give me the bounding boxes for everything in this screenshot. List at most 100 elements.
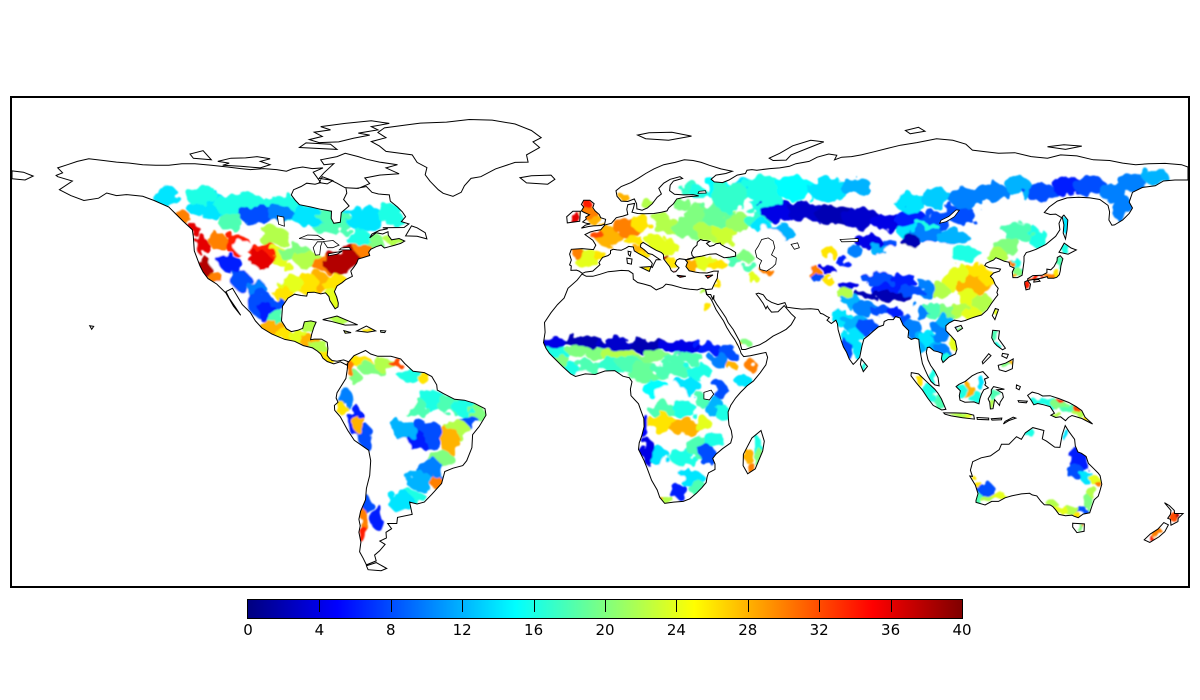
lakes: [276, 190, 961, 401]
data-blob: [1067, 464, 1084, 481]
data-blob: [1142, 168, 1169, 185]
data-blob: [890, 273, 917, 287]
data-blob: [684, 363, 712, 380]
data-blob: [1119, 172, 1146, 193]
data-blob: [649, 402, 676, 419]
data-blob: [619, 193, 630, 201]
data-blob: [655, 496, 676, 507]
data-blob: [854, 233, 882, 250]
data-blob: [877, 293, 911, 301]
data-blob: [835, 255, 849, 266]
data-blob: [877, 247, 911, 268]
data-blob: [754, 447, 763, 468]
colorbar-tick-label: 20: [595, 621, 615, 639]
data-blob: [741, 337, 750, 347]
data-blob: [854, 290, 882, 299]
data-blob: [861, 272, 894, 286]
colorbar-tick: [747, 600, 749, 612]
data-blob: [809, 176, 849, 203]
colorbar-tick-label: 28: [738, 621, 758, 639]
data-blob: [338, 387, 352, 408]
data-blob: [1062, 428, 1069, 442]
heatmap-data-layer: [152, 166, 1179, 544]
data-blob: [567, 346, 607, 359]
data-blob: [711, 351, 728, 368]
data-blob: [353, 413, 364, 434]
data-blob: [724, 211, 751, 232]
data-blob: [289, 205, 323, 225]
data-blob: [1059, 245, 1072, 254]
coastlines: [12, 118, 1188, 572]
data-blob: [407, 472, 434, 492]
data-blob: [743, 359, 757, 370]
data-blob: [1005, 176, 1032, 196]
data-blob: [371, 504, 385, 531]
data-blob: [1027, 228, 1048, 248]
data-blob: [671, 402, 699, 419]
data-blob: [237, 205, 277, 225]
data-blob: [590, 229, 604, 240]
data-blob: [972, 293, 992, 313]
colorbar-tick-label: 0: [243, 621, 253, 639]
data-blob: [356, 524, 367, 544]
data-blob: [936, 229, 970, 246]
data-blob: [596, 339, 636, 352]
data-blob: [990, 389, 1001, 403]
colorbar-tick-label: 24: [666, 621, 686, 639]
data-blob: [596, 358, 623, 372]
data-blob: [387, 491, 414, 512]
data-blob: [663, 255, 671, 263]
data-blob: [1062, 504, 1079, 515]
data-blob: [668, 483, 689, 500]
data-blob: [1050, 176, 1084, 196]
data-blob: [629, 213, 649, 230]
colorbar-tick: [605, 600, 606, 612]
data-blob: [735, 374, 752, 388]
data-blob: [846, 246, 863, 256]
data-blob: [1081, 523, 1085, 527]
data-blob: [1024, 182, 1058, 203]
data-blob: [387, 356, 401, 367]
data-blob: [390, 420, 418, 440]
colorbar-tick: [676, 600, 678, 612]
data-blob: [1073, 176, 1107, 196]
data-blob: [871, 182, 904, 203]
data-blob: [887, 306, 901, 316]
colorbar-tick-labels: 0 4 8 12 16 20 24 28 32 36 40: [243, 621, 971, 641]
data-blob: [900, 234, 921, 248]
data-blob: [735, 250, 752, 261]
data-blob: [822, 265, 836, 276]
data-blob: [748, 273, 759, 284]
data-blob: [707, 259, 728, 272]
data-blob: [649, 446, 669, 466]
data-blob: [704, 299, 709, 313]
data-blob: [671, 197, 692, 211]
colorbar-tick: [819, 600, 821, 612]
data-blob: [990, 493, 1007, 500]
data-blob: [1114, 202, 1125, 222]
data-blob: [632, 350, 672, 363]
data-blob: [820, 247, 837, 258]
data-blob: [564, 336, 604, 349]
data-blob: [541, 337, 568, 350]
data-blob: [920, 189, 953, 209]
data-blob: [871, 304, 891, 318]
data-blob: [260, 267, 287, 287]
data-blob: [658, 497, 665, 505]
data-blob: [1095, 480, 1101, 487]
colorbar-tick-label: 12: [452, 621, 472, 639]
data-blob: [345, 229, 372, 246]
data-blob: [589, 213, 601, 227]
data-blob: [217, 211, 244, 232]
data-blob: [825, 298, 845, 312]
data-blob: [1054, 504, 1068, 515]
data-blob: [792, 250, 819, 271]
data-blob: [665, 352, 705, 365]
data-blob: [567, 211, 581, 224]
data-blob: [582, 198, 592, 209]
data-blob: [430, 475, 444, 489]
data-blob: [1080, 470, 1094, 484]
data-blob: [841, 208, 881, 229]
data-blob: [257, 226, 290, 247]
